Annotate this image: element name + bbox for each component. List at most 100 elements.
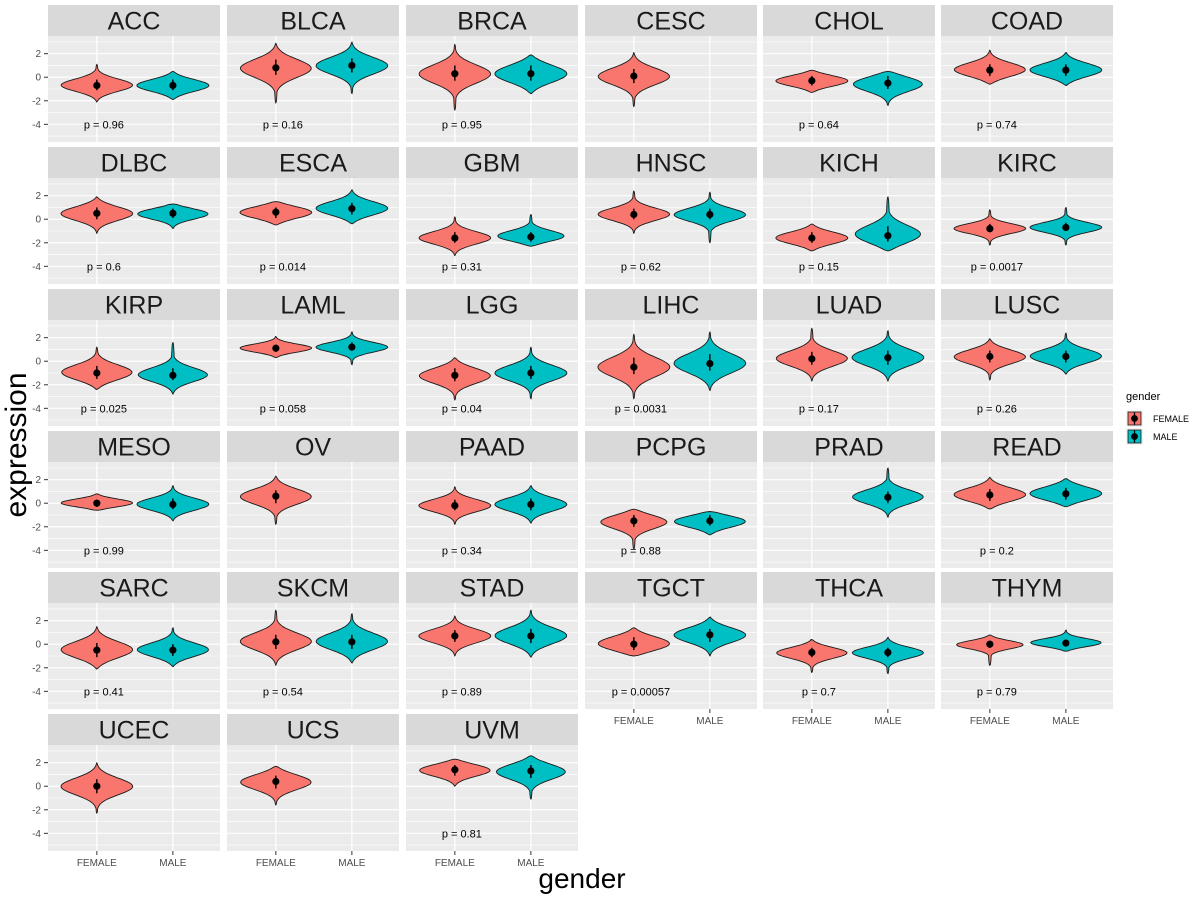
legend-title: gender [1126, 391, 1161, 403]
panel-read: READ p = 0.2 [941, 431, 1113, 568]
median-point-female-sarc [93, 646, 101, 654]
median-point-female-pcpg [630, 517, 638, 525]
panel-title-chol: CHOL [814, 8, 884, 36]
x-tick-label: FEMALE [256, 858, 296, 869]
panel-chol: CHOL p = 0.64 [763, 5, 935, 142]
p-value-label-read: p = 0.2 [980, 545, 1014, 557]
y-tick-label: 0 [35, 640, 41, 651]
median-point-female-acc [93, 81, 101, 90]
panel-title-kirp: KIRP [105, 292, 163, 320]
y-tick-label: 0 [35, 73, 41, 84]
panel-title-tgct: TGCT [637, 575, 705, 603]
median-point-female-lgg [451, 371, 459, 379]
panel-title-lusc: LUSC [994, 292, 1061, 320]
panel-kirc: KIRC p = 0.0017 [941, 147, 1113, 284]
p-value-label-dlbc: p = 0.6 [87, 261, 121, 273]
p-value-label-brca: p = 0.95 [442, 119, 482, 131]
panel-sarc: SARC 2 0 -2 -4 p = 0.41 [32, 572, 220, 709]
panel-title-acc: ACC [108, 8, 161, 36]
median-point-male-esca [348, 205, 356, 213]
x-tick-label: MALE [159, 858, 187, 869]
legend-point-male [1131, 433, 1138, 440]
median-point-male-acc [169, 81, 177, 90]
p-value-label-thca: p = 0.7 [802, 686, 836, 698]
panel-strip-brca [406, 5, 578, 36]
panel-strip-thym [941, 572, 1113, 603]
median-point-male-coad [1062, 66, 1070, 74]
panel-title-luad: LUAD [816, 292, 883, 320]
median-point-male-brca [527, 70, 535, 78]
y-tick-label: 0 [35, 782, 41, 793]
p-value-label-lgg: p = 0.04 [442, 403, 482, 415]
panel-dlbc: DLBC 2 0 -2 -4 p = 0.6 [32, 147, 220, 284]
panel-strip-lgg [406, 289, 578, 320]
median-point-female-kirp [93, 369, 101, 377]
median-point-female-dlbc [93, 209, 101, 217]
median-point-male-stad [527, 632, 535, 640]
median-point-female-laml [272, 344, 280, 352]
panel-kich: KICH p = 0.15 [763, 147, 935, 284]
panel-strip-kirp [48, 289, 220, 320]
panel-strip-esca [227, 147, 399, 178]
median-point-male-kirc [1062, 223, 1070, 232]
p-value-label-laml: p = 0.058 [260, 403, 306, 415]
median-point-male-pcpg [706, 517, 714, 525]
x-axis-label: gender [538, 863, 625, 894]
panel-strip-thca [763, 572, 935, 603]
median-point-male-uvm [527, 767, 535, 775]
x-tick-label: MALE [517, 858, 545, 869]
x-tick-label: FEMALE [614, 716, 654, 727]
median-point-female-gbm [451, 234, 459, 242]
p-value-label-coad: p = 0.74 [977, 119, 1017, 131]
p-value-label-skcm: p = 0.54 [263, 686, 303, 698]
panel-title-paad: PAAD [459, 434, 525, 462]
panel-title-kirc: KIRC [997, 150, 1057, 178]
p-value-label-paad: p = 0.34 [442, 545, 482, 557]
median-point-male-laml [348, 343, 356, 351]
panel-strip-luad [763, 289, 935, 320]
median-point-female-coad [986, 66, 994, 74]
p-value-label-thym: p = 0.79 [977, 686, 1017, 698]
panel-title-blca: BLCA [280, 8, 346, 36]
median-point-female-chol [808, 77, 816, 85]
panel-strip-hnsc [585, 147, 757, 178]
y-tick-label: -4 [32, 687, 41, 698]
p-value-label-blca: p = 0.16 [263, 119, 303, 131]
panel-title-thca: THCA [815, 575, 883, 603]
panel-strip-lusc [941, 289, 1113, 320]
median-point-male-blca [348, 61, 356, 70]
panel-coad: COAD p = 0.74 [941, 5, 1113, 142]
median-point-female-kirc [986, 225, 994, 233]
median-point-female-skcm [272, 638, 280, 646]
p-value-label-hnsc: p = 0.62 [621, 261, 661, 273]
median-point-male-dlbc [169, 209, 177, 217]
panel-pcpg: PCPG p = 0.88 [585, 431, 757, 568]
panel-title-ucec: UCEC [99, 717, 170, 745]
panel-title-meso: MESO [97, 434, 171, 462]
panel-strip-acc [48, 5, 220, 36]
panel-strip-meso [48, 431, 220, 462]
panel-blca: BLCA p = 0.16 [227, 5, 399, 142]
panel-title-cesc: CESC [636, 8, 705, 36]
median-point-female-brca [451, 70, 459, 78]
y-tick-label: -4 [32, 546, 41, 557]
median-point-male-skcm [348, 638, 356, 646]
p-value-label-sarc: p = 0.41 [84, 686, 124, 698]
median-point-male-thym [1062, 639, 1070, 647]
x-tick-label: MALE [696, 716, 724, 727]
median-point-female-paad [451, 501, 459, 510]
median-point-male-tgct [706, 631, 714, 639]
panel-strip-kirc [941, 147, 1113, 178]
y-tick-label: -4 [32, 262, 41, 273]
panel-lihc: LIHC p = 0.0031 [585, 289, 757, 426]
median-point-female-blca [272, 64, 280, 72]
panel-title-uvm: UVM [464, 717, 520, 745]
panel-strip-lihc [585, 289, 757, 320]
panel-title-prad: PRAD [814, 434, 883, 462]
panel-title-hnsc: HNSC [636, 150, 707, 178]
panel-esca: ESCA p = 0.014 [227, 147, 399, 284]
x-tick-label: FEMALE [77, 858, 117, 869]
panel-thym: THYM p = 0.79 FEMALE MALE [941, 572, 1113, 727]
panel-title-dlbc: DLBC [101, 150, 168, 178]
panel-meso: MESO 2 0 -2 -4 p = 0.99 [32, 431, 220, 568]
